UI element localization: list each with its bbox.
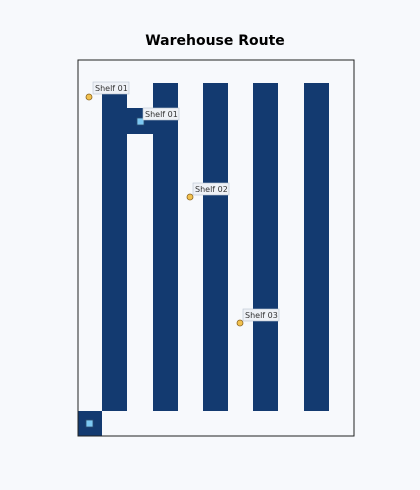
shelf-aisle-4 [253, 83, 278, 411]
label-shelf-01-a: Shelf 01 [95, 84, 128, 93]
shelf-aisle-5 [304, 83, 329, 411]
shelf-aisle-3 [203, 83, 228, 411]
square-marker-icon [85, 419, 94, 428]
label-box [192, 182, 230, 196]
label-box [242, 308, 280, 322]
pin-icon [85, 93, 93, 101]
label-shelf-01-b: Shelf 01 [145, 110, 178, 119]
page-title: Warehouse Route [145, 33, 285, 49]
pin-icon [186, 193, 194, 201]
shelf-aisle-2 [153, 83, 178, 411]
label-shelf-02: Shelf 02 [195, 185, 228, 194]
pin-icon [236, 319, 244, 327]
label-shelf-03: Shelf 03 [245, 311, 278, 320]
label-box [92, 81, 130, 95]
shelf-aisle-1 [102, 83, 127, 411]
label-box [142, 107, 180, 121]
map-frame [77, 59, 355, 437]
square-marker-icon [136, 117, 145, 126]
